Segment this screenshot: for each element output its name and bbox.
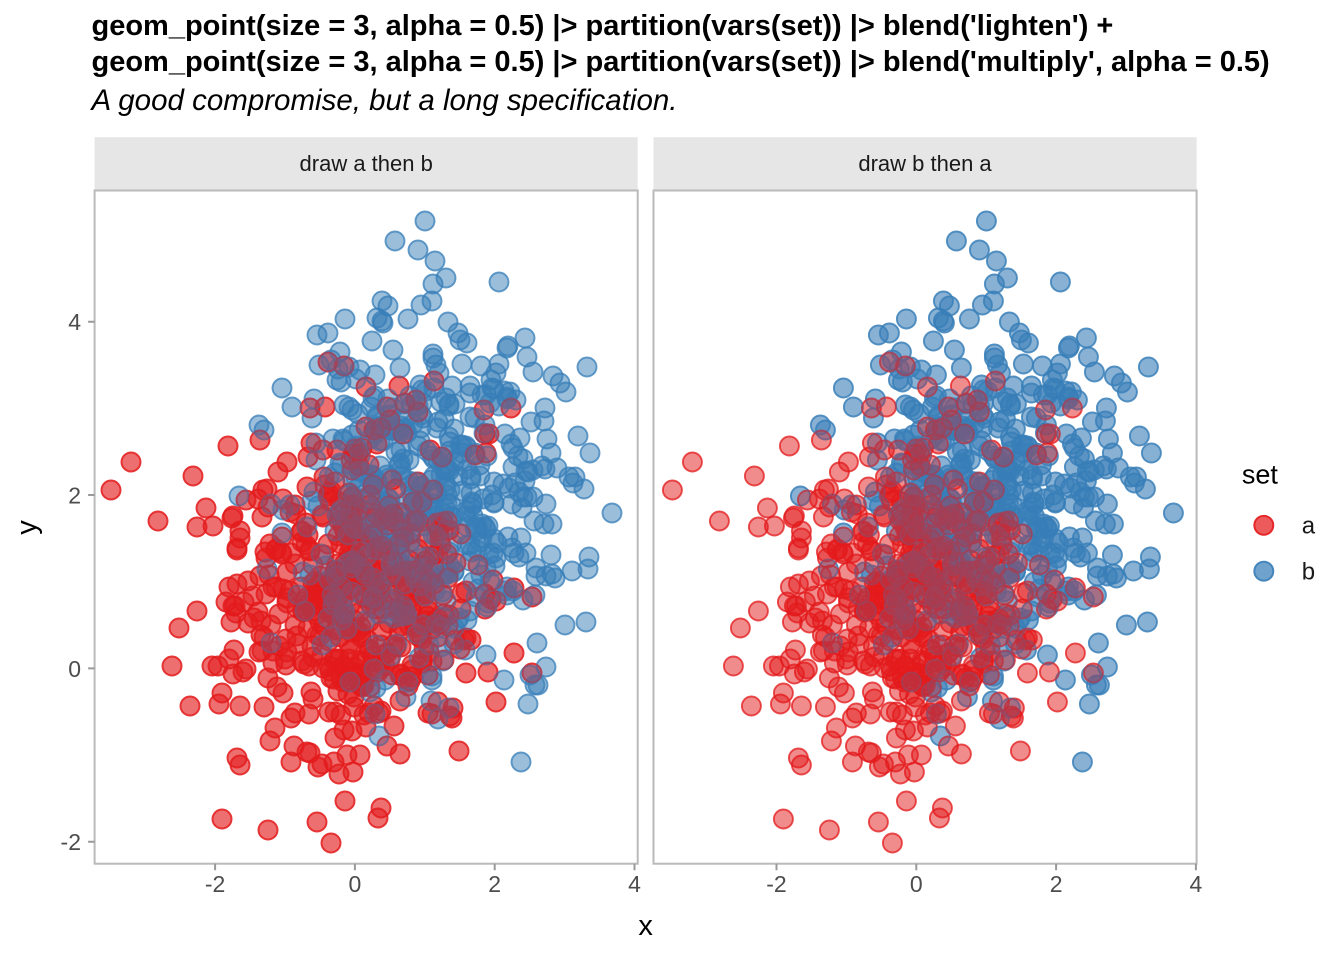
svg-text:0: 0 [68, 656, 81, 682]
svg-text:0: 0 [349, 871, 362, 897]
svg-text:set: set [1242, 460, 1279, 490]
svg-text:2: 2 [68, 482, 81, 508]
svg-text:geom_point(size = 3, alpha = 0: geom_point(size = 3, alpha = 0.5) |> par… [92, 10, 1114, 42]
svg-text:4: 4 [628, 871, 641, 897]
svg-text:4: 4 [1190, 871, 1203, 897]
svg-text:2: 2 [1050, 871, 1063, 897]
svg-text:y: y [11, 520, 43, 535]
svg-text:-2: -2 [766, 871, 786, 897]
svg-text:b: b [1302, 559, 1315, 586]
svg-text:4: 4 [68, 309, 81, 335]
svg-text:-2: -2 [61, 829, 81, 855]
svg-text:draw a then b: draw a then b [300, 151, 433, 176]
svg-text:x: x [638, 910, 653, 942]
svg-text:0: 0 [910, 871, 923, 897]
svg-text:a: a [1302, 513, 1316, 540]
svg-text:draw b then a: draw b then a [858, 151, 992, 176]
svg-text:geom_point(size = 3, alpha = 0: geom_point(size = 3, alpha = 0.5) |> par… [92, 46, 1270, 78]
svg-text:-2: -2 [205, 871, 225, 897]
svg-text:A good compromise, but a long: A good compromise, but a long specificat… [90, 84, 678, 117]
svg-text:2: 2 [488, 871, 501, 897]
